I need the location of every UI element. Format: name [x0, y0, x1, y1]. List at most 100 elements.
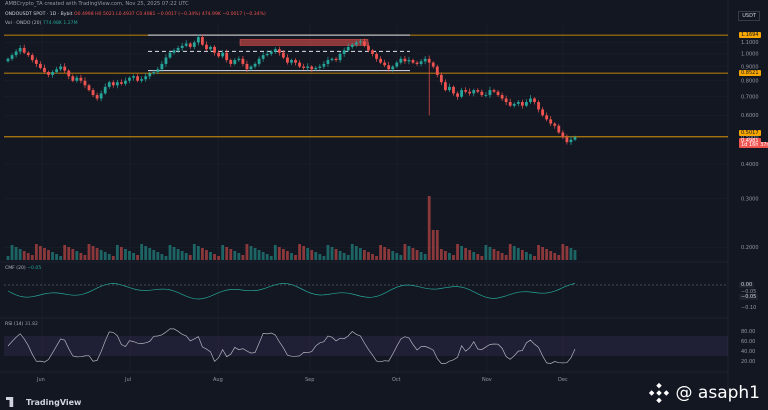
volume-bar — [99, 250, 103, 260]
rsi-legend[interactable]: RSI (14) 31.82 — [5, 322, 38, 327]
candle-body — [132, 76, 135, 78]
candle-body — [128, 77, 131, 81]
volume-bar — [107, 254, 111, 260]
candle-body — [34, 60, 38, 64]
volume-bar — [322, 256, 326, 260]
candle-body — [399, 58, 403, 63]
volume-bar — [516, 248, 520, 260]
volume-bar — [363, 250, 366, 260]
volume-label[interactable]: Vol · ONDO (20) — [5, 21, 42, 26]
candle-body — [63, 66, 67, 71]
rsi-tick-label: 40.00 — [741, 349, 755, 355]
candle-body — [435, 66, 439, 75]
candle-body — [30, 55, 34, 61]
candle-body — [225, 52, 229, 61]
volume-bar — [221, 245, 225, 260]
volume-bar — [51, 252, 54, 260]
volume-bar — [128, 251, 131, 260]
volume-bar — [342, 253, 346, 260]
candle-body — [468, 91, 472, 94]
candle-body — [67, 70, 71, 77]
volume-bar — [391, 251, 395, 260]
volume-bar — [286, 251, 289, 260]
candle-body — [338, 53, 342, 61]
symbol-label[interactable]: ONDOUSDT SPOT · 1D · Bybit — [5, 12, 73, 17]
candle-body — [140, 79, 144, 81]
tradingview-brand: TradingView — [26, 397, 82, 407]
candle-body — [533, 98, 536, 103]
candle-body — [573, 137, 577, 140]
volume-bar — [55, 254, 58, 260]
volume-bar — [67, 247, 71, 260]
candle-body — [387, 65, 391, 70]
candle-body — [480, 91, 484, 96]
candle-body — [180, 45, 184, 49]
volume-bar — [358, 248, 362, 260]
candle-body — [87, 85, 91, 91]
candle-body — [188, 43, 192, 47]
candle-body — [209, 46, 212, 50]
time-tick-label: Jul — [124, 377, 131, 383]
time-tick-label: Aug — [213, 377, 223, 383]
volume-bar — [533, 256, 536, 260]
volume-bar — [419, 252, 423, 260]
tradingview-logo[interactable]: TradingView — [6, 397, 81, 407]
volume-bar — [375, 256, 378, 260]
volume-bar — [439, 249, 443, 260]
volume-bar — [383, 247, 387, 260]
candle-body — [302, 66, 306, 68]
time-tick-label: Jun — [36, 377, 45, 383]
candle-body — [363, 41, 366, 46]
volume-bar — [257, 250, 261, 260]
volume-bar — [225, 247, 229, 260]
volume-bar — [188, 255, 192, 260]
volume-bar — [306, 248, 310, 260]
candle-body — [403, 58, 407, 62]
volume-bar — [464, 248, 468, 260]
candle-body — [439, 74, 443, 83]
volume-bar — [435, 230, 439, 260]
currency-selector[interactable]: USDT — [738, 11, 760, 21]
candle-body — [192, 42, 196, 47]
volume-bar — [488, 247, 492, 260]
volume-bar — [298, 244, 301, 260]
time-tick-label: Oct — [392, 377, 401, 383]
volume-bar — [338, 251, 342, 260]
volume-bar — [120, 247, 123, 260]
candle-body — [492, 90, 496, 92]
candle-body — [448, 86, 451, 91]
volume-bar — [152, 250, 156, 260]
candle-body — [383, 62, 387, 66]
volume-bar — [415, 250, 419, 260]
price-tick-label: 0.6000 — [741, 113, 759, 119]
volume-bar — [395, 253, 399, 260]
volume-bar — [148, 248, 152, 260]
candle-body — [205, 44, 208, 50]
cmf-legend[interactable]: CMF (20) −0.05 — [5, 266, 41, 271]
volume-bar — [249, 246, 253, 260]
candle-body — [496, 91, 500, 96]
candle-body — [484, 95, 488, 96]
candle-body — [156, 69, 160, 73]
volume-bar — [456, 244, 459, 260]
volume-bar — [346, 255, 350, 260]
candle-body — [549, 119, 553, 124]
candle-body — [59, 66, 63, 70]
candle-body — [14, 51, 18, 56]
candle-body — [561, 132, 565, 138]
cmf-label: CMF (20) — [5, 266, 26, 271]
volume-bar — [318, 254, 322, 260]
volume-bar — [79, 253, 83, 260]
volume-bar — [379, 245, 382, 260]
volume-bar — [573, 250, 577, 260]
candle-body — [565, 137, 569, 143]
support-resistance-levels — [4, 34, 728, 138]
candle-body — [168, 52, 172, 58]
candle-body — [144, 76, 148, 80]
candle-body — [460, 90, 463, 97]
candle-body — [91, 90, 95, 96]
volume-bar — [423, 254, 427, 260]
volume-bar — [444, 251, 447, 260]
candle-body — [282, 52, 285, 58]
